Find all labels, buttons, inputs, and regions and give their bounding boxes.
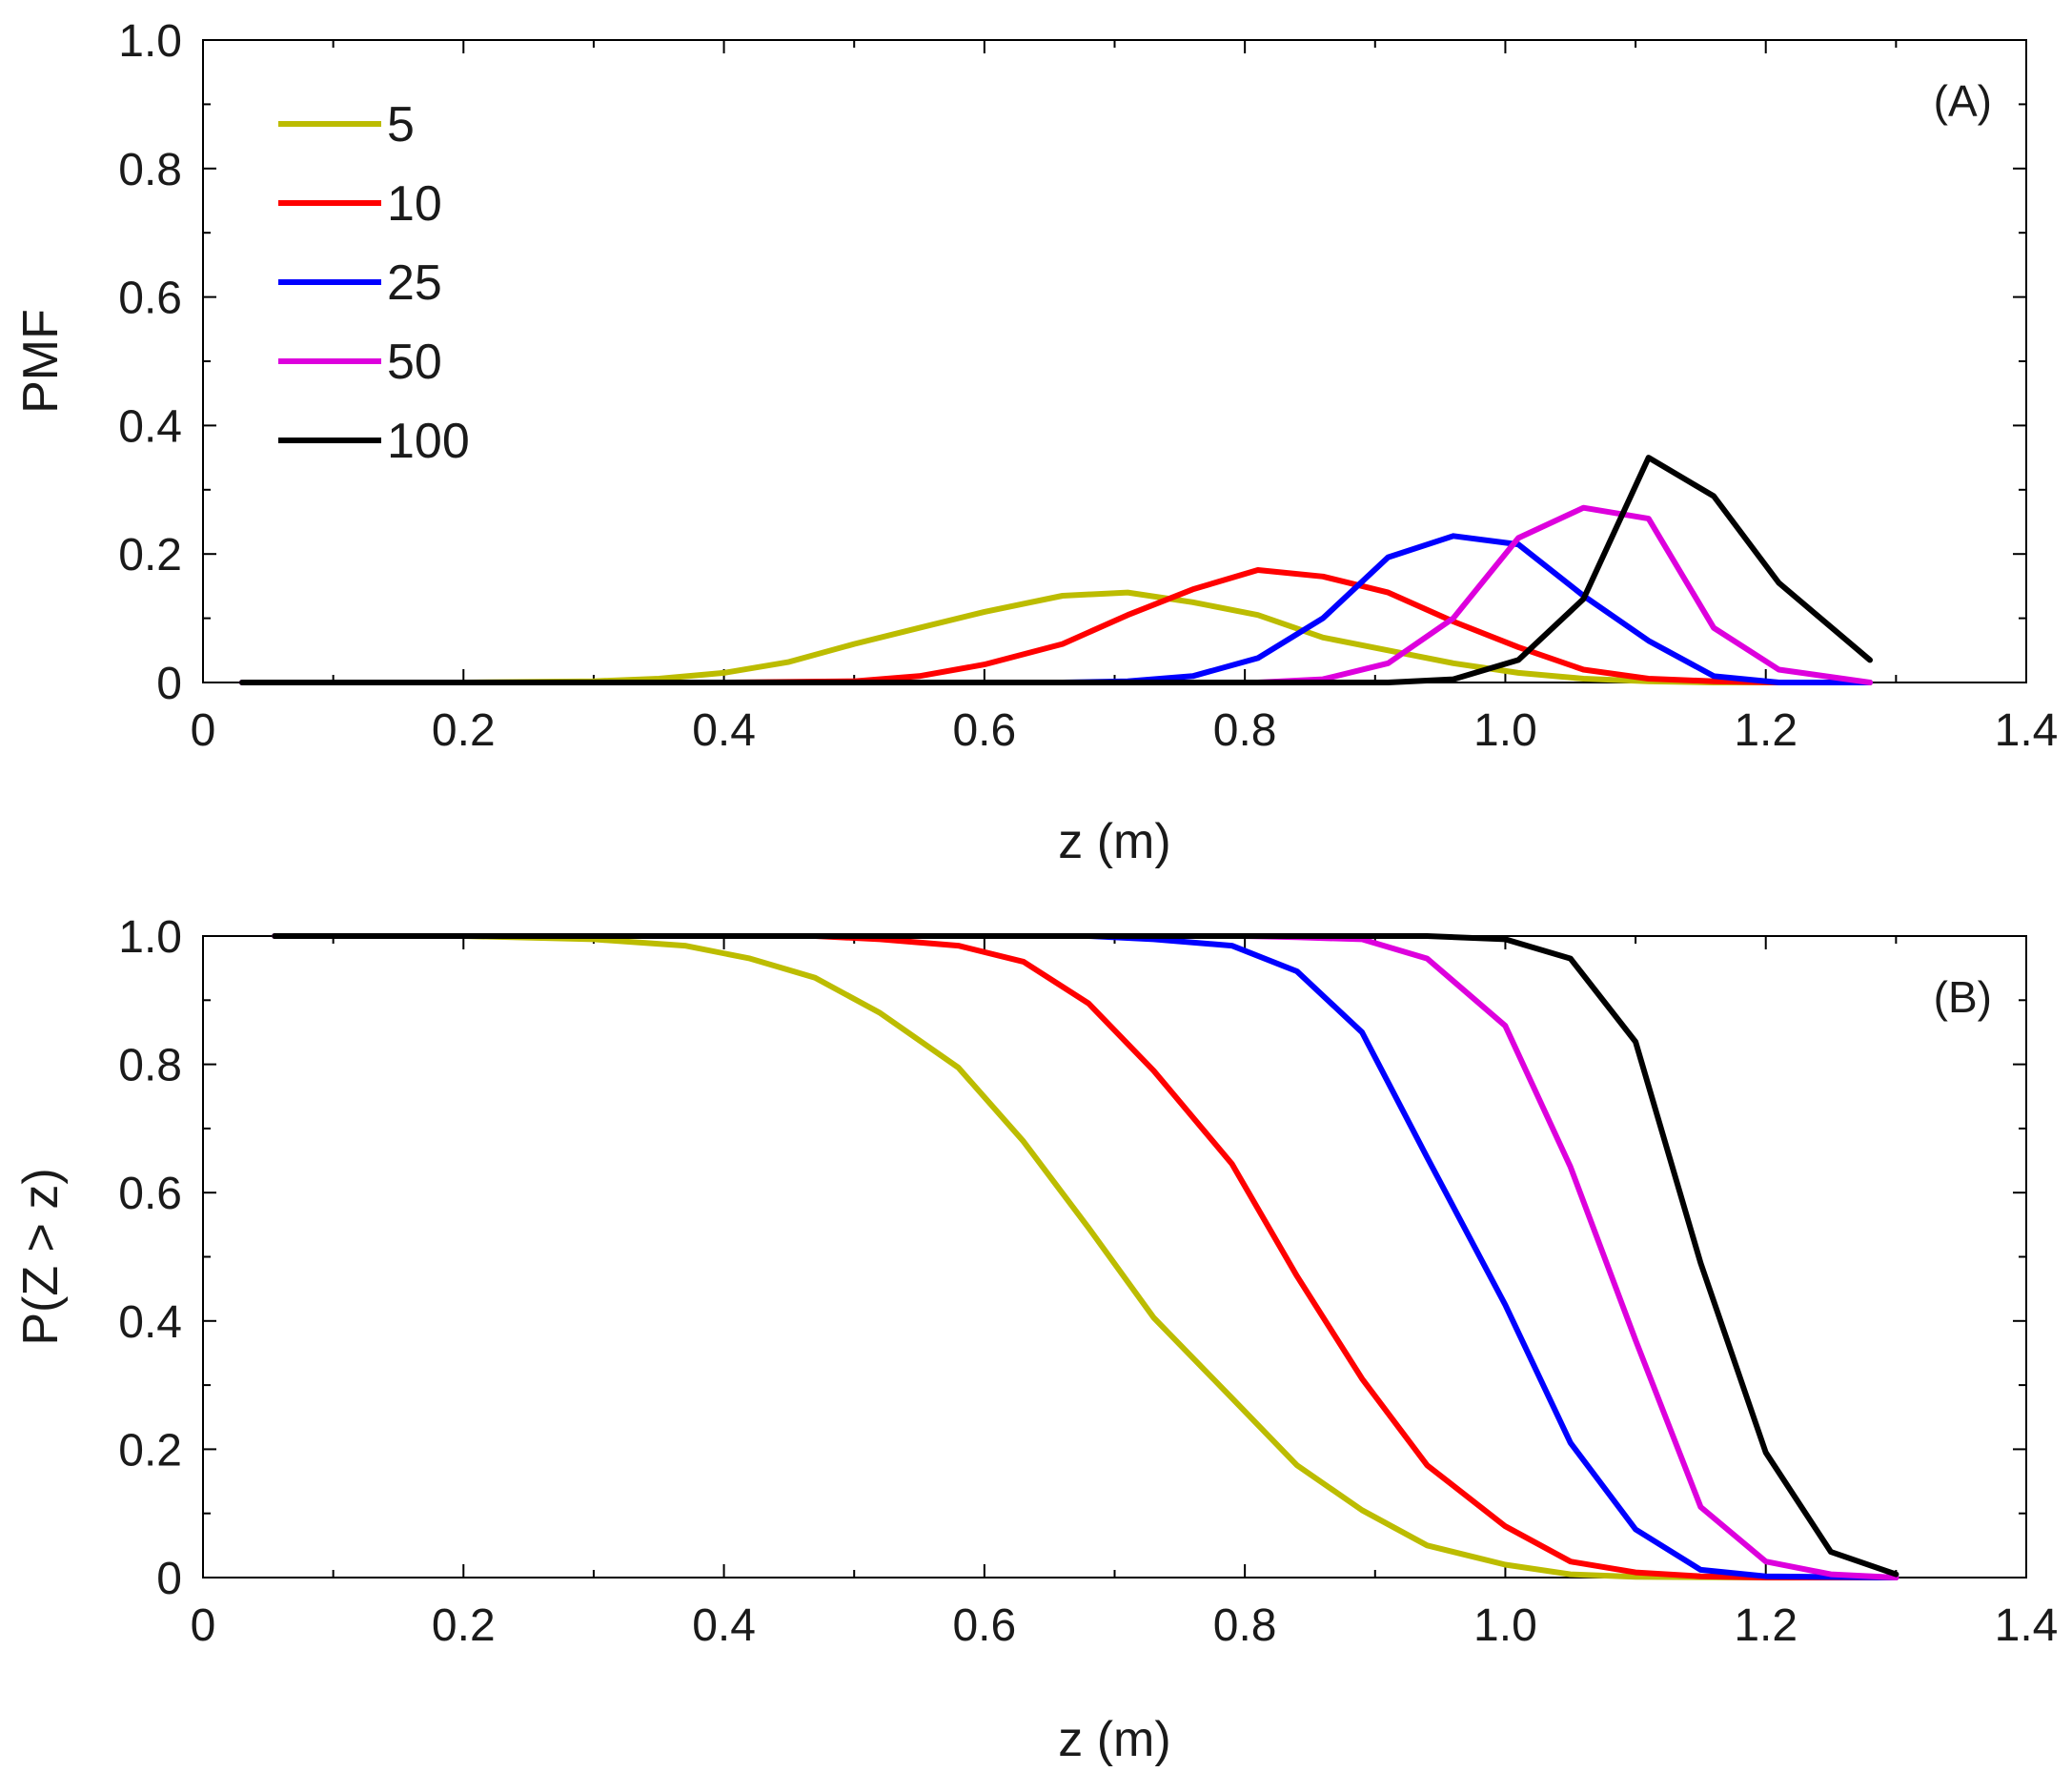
legend-label-5: 5 [387, 97, 415, 153]
series-line-5 [239, 589, 1873, 685]
x-tick-label: 0 [191, 1600, 216, 1651]
legend-label-10: 10 [387, 176, 442, 232]
series-line-25 [272, 933, 1899, 1580]
x-tick-label: 1.4 [1995, 705, 2059, 756]
x-tick-label: 1.0 [1473, 1600, 1537, 1651]
x-tick-label: 0.8 [1213, 705, 1277, 756]
panel-a: 0 0.2 0.4 0.6 0.8 1.0 1.2 1.4 0 0.2 0.4 0.6 0.8 1.0 z … [13, 16, 2058, 869]
series-line-10 [272, 933, 1899, 1580]
y-tick-label: 0.8 [118, 145, 182, 195]
x-tick-label: 0.2 [432, 1600, 496, 1651]
plot-frame [202, 39, 2027, 683]
x-axis-label: z (m) [1058, 814, 1170, 869]
y-tick-label: 0.4 [118, 401, 182, 452]
panel-b: 0 0.2 0.4 0.6 0.8 1.0 1.2 1.4 0 0.2 0.4 0.6 0.8 1.0 z … [13, 912, 2058, 1767]
legend-label-50: 50 [387, 335, 442, 390]
y-tick-label: 0.2 [118, 1425, 182, 1476]
x-tick-label: 0.2 [432, 705, 496, 756]
y-tick-label: 0.6 [118, 274, 182, 324]
legend-label-25: 25 [387, 255, 442, 311]
x-tick-label: 0 [191, 705, 216, 756]
x-tick-label: 0.8 [1213, 1600, 1277, 1651]
y-tick-label: 0.8 [118, 1041, 182, 1091]
series-line-25 [239, 533, 1873, 685]
y-tick-label: 0 [156, 659, 182, 709]
y-tick-label: 0.4 [118, 1297, 182, 1348]
y-tick-label: 1.0 [118, 16, 182, 67]
series-line-50 [272, 933, 1899, 1580]
x-tick-label: 0.6 [952, 1600, 1016, 1651]
panel-label: (A) [1934, 76, 1992, 126]
y-tick-label: 1.0 [118, 912, 182, 963]
y-tick-label: 0.6 [118, 1169, 182, 1219]
y-tick-label: 0.2 [118, 530, 182, 580]
y-axis-label: PMF [13, 309, 69, 414]
x-tick-label: 0.4 [692, 705, 756, 756]
y-tick-label: 0 [156, 1554, 182, 1604]
panel-label: (B) [1934, 972, 1992, 1022]
series-line-100 [272, 933, 1899, 1578]
x-tick-label: 0.6 [952, 705, 1016, 756]
legend-label-100: 100 [387, 414, 470, 469]
x-axis-label: z (m) [1058, 1712, 1170, 1767]
x-tick-label: 1.2 [1734, 705, 1798, 756]
x-tick-label: 0.4 [692, 1600, 756, 1651]
x-tick-label: 1.0 [1473, 705, 1537, 756]
series-line-5 [272, 933, 1899, 1580]
series-line-100 [239, 455, 1873, 685]
x-tick-label: 1.4 [1995, 1600, 2059, 1651]
y-axis-label: P(Z > z) [13, 1168, 69, 1345]
x-tick-label: 1.2 [1734, 1600, 1798, 1651]
